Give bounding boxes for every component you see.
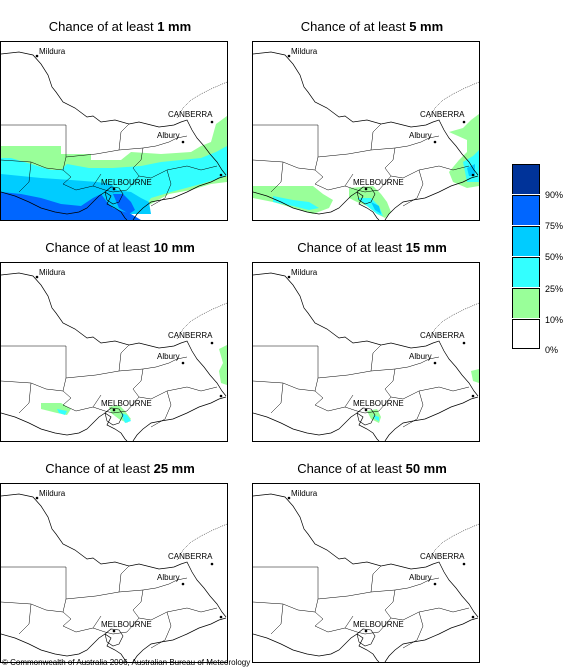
title-threshold: 25 mm [153,461,195,476]
label-melbourne: MELBOURNE [101,399,152,408]
rain-probability-cells [253,114,479,218]
legend-swatch [512,195,540,225]
label-albury: Albury [409,131,432,140]
label-melbourne: MELBOURNE [101,178,152,187]
panel-title: Chance of at least 25 mm [0,461,240,477]
label-canberra: CANBERRA [168,552,213,561]
label-canberra: CANBERRA [168,110,213,119]
label-melbourne: MELBOURNE [353,178,404,187]
map-1mm: Mildura CANBERRA Albury MELBOURNE [0,41,228,221]
title-prefix: Chance of at least [48,19,154,34]
panel-title: Chance of at least 50 mm [252,461,492,477]
label-canberra: CANBERRA [420,331,465,340]
map-15mm: Mildura CANBERRA Albury MELBOURNE [252,262,480,442]
legend-label: 90% [545,190,564,200]
title-prefix: Chance of at least [45,461,150,476]
title-prefix: Chance of at least [45,240,150,255]
title-threshold: 5 mm [409,19,444,34]
copyright-notice: © Commonwealth of Australia 2006, Austra… [2,658,251,667]
label-mildura: Mildura [291,268,318,277]
title-threshold: 10 mm [153,240,195,255]
title-threshold: 50 mm [405,461,447,476]
legend-swatch [512,257,540,287]
label-mildura: Mildura [39,489,66,498]
label-canberra: CANBERRA [168,331,213,340]
label-mildura: Mildura [39,268,66,277]
legend-swatch [512,164,540,194]
probability-legend: 90% 75% 50% 25% 10% 0% [512,164,570,356]
map-50mm: Mildura CANBERRA Albury MELBOURNE [252,483,480,663]
legend-label: 50% [545,252,564,262]
label-albury: Albury [157,573,180,582]
label-melbourne: MELBOURNE [353,620,404,629]
title-prefix: Chance of at least [297,461,402,476]
legend-label: 0% [545,345,559,355]
legend-label: 75% [545,221,564,231]
label-melbourne: MELBOURNE [101,620,152,629]
map-10mm: Mildura CANBERRA Albury MELBOURNE [0,262,228,442]
map-5mm: Mildura CANBERRA Albury MELBOURNE [252,41,480,221]
legend-swatch [512,288,540,318]
label-mildura: Mildura [291,47,318,56]
label-canberra: CANBERRA [420,552,465,561]
map-25mm: Mildura CANBERRA Albury MELBOURNE [0,483,228,663]
label-albury: Albury [409,573,432,582]
label-mildura: Mildura [39,47,66,56]
title-prefix: Chance of at least [300,19,406,34]
rain-probability-cells [41,345,227,423]
label-albury: Albury [157,352,180,361]
rain-probability-cells [1,116,227,220]
title-prefix: Chance of at least [297,240,402,255]
label-mildura: Mildura [291,489,318,498]
panel-title: Chance of at least 1 mm [0,19,240,35]
title-threshold: 15 mm [405,240,447,255]
label-melbourne: MELBOURNE [353,399,404,408]
label-canberra: CANBERRA [420,110,465,119]
title-threshold: 1 mm [157,19,192,34]
legend-swatch [512,319,540,349]
panel-title: Chance of at least 5 mm [252,19,492,35]
legend-swatch [512,226,540,256]
legend-label: 10% [545,315,564,325]
panel-title: Chance of at least 10 mm [0,240,240,256]
legend-label: 25% [545,284,564,294]
label-albury: Albury [157,131,180,140]
label-albury: Albury [409,352,432,361]
rain-probability-cells [367,369,479,423]
panel-title: Chance of at least 15 mm [252,240,492,256]
